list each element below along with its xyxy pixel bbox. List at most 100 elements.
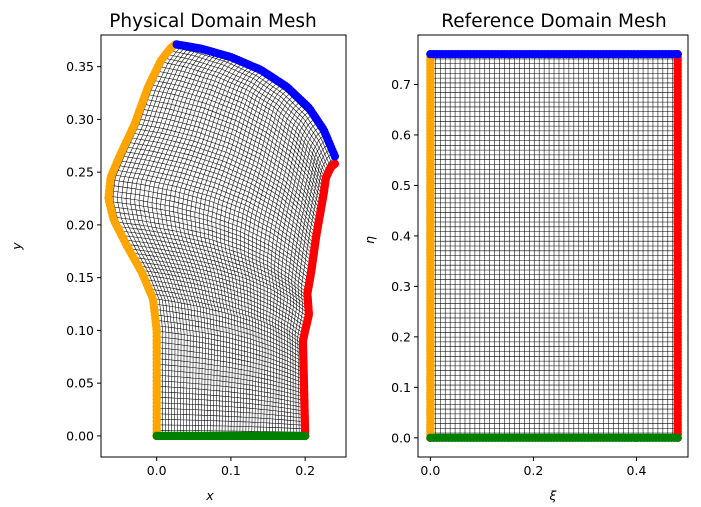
physical-mesh-xi-line [121, 150, 316, 242]
physical-mesh-xi-line [111, 174, 314, 259]
physical-mesh-xi-line [156, 424, 306, 430]
physical-mesh-xi-line [111, 211, 310, 283]
physical-boundary-points [104, 40, 340, 441]
reference-mesh-lines [430, 53, 678, 439]
physical-mesh-xi-line [150, 293, 304, 345]
reference-xlabel: ξ [549, 488, 558, 503]
physical-mesh-xi-line [110, 206, 311, 280]
physical-ytick-label: 0.30 [66, 112, 94, 127]
physical-axes-frame [100, 34, 347, 458]
physical-mesh-xi-line [119, 155, 316, 245]
physical-ytick-label: 0.20 [66, 217, 94, 232]
physical-mesh-xi-line [148, 288, 304, 342]
physical-mesh-xi-line [140, 108, 321, 211]
physical-mesh-xi-line [160, 61, 327, 177]
physical-right-boundary-point [330, 159, 340, 168]
reference-xtick-label: 0.2 [523, 463, 543, 478]
physical-mesh-xi-line [110, 179, 313, 263]
physical-xtick-label: 0.2 [295, 463, 315, 478]
physical-domain-axes: Physical Domain Mesh 0.0 0.1 0.20.000.050.… [9, 11, 347, 503]
physical-mesh-xi-line [128, 248, 309, 311]
physical-mesh-lines [108, 44, 336, 437]
reference-ytick-label: 0.3 [391, 279, 411, 294]
physical-mesh-xi-line [141, 103, 322, 208]
physical-mesh-xi-line [156, 413, 305, 423]
physical-mesh-xi-line [128, 137, 318, 232]
physical-bottom-boundary-point [300, 431, 310, 441]
physical-mesh-xi-line [133, 257, 309, 318]
physical-mesh-xi-line [108, 195, 312, 273]
physical-mesh-xi-line [143, 98, 323, 204]
reference-boundary-points [426, 49, 682, 443]
physical-mesh-xi-line [153, 75, 325, 187]
physical-mesh-xi-line [156, 396, 305, 412]
physical-xlabel: x [205, 488, 214, 503]
physical-mesh-xi-line [117, 160, 315, 249]
physical-mesh-xi-line [130, 252, 309, 315]
physical-ylabel: y [9, 242, 24, 251]
reference-ytick-label: 0.4 [391, 228, 411, 243]
reference-ytick-label: 0.1 [391, 380, 411, 395]
reference-top-boundary-point [673, 49, 682, 59]
physical-ytick-label: 0.10 [66, 323, 94, 338]
physical-mesh-xi-line [132, 127, 319, 225]
reference-ylabel: η [362, 236, 377, 244]
physical-mesh-xi-line [156, 347, 304, 380]
reference-ytick-label: 0.0 [391, 430, 411, 445]
reference-xtick-label: 0.0 [420, 463, 440, 478]
physical-mesh-plot [104, 40, 340, 441]
physical-mesh-xi-line [134, 123, 320, 221]
physical-mesh-xi-line [109, 201, 311, 277]
reference-bottom-boundary-point [673, 433, 682, 443]
physical-xtick-label: 0.1 [221, 463, 241, 478]
physical-domain-title: Physical Domain Mesh [109, 11, 317, 32]
physical-mesh-xi-line [154, 308, 304, 356]
physical-mesh-xi-line [156, 330, 304, 370]
physical-ticks: 0.0 0.1 0.2 0.00 0.05 0.10 0.15 0.20 0.25 0.30 0.3… [66, 59, 315, 478]
physical-top-boundary-point [330, 152, 340, 161]
physical-mesh-xi-line [146, 283, 304, 338]
physical-mesh-xi-line [156, 352, 305, 384]
physical-mesh-xi-line [155, 70, 326, 184]
physical-mesh-xi-line [157, 66, 326, 180]
physical-mesh-xi-line [156, 325, 304, 366]
physical-mesh-xi-line [113, 169, 314, 256]
physical-mesh-xi-line [156, 419, 305, 426]
physical-mesh-xi-line [153, 303, 304, 352]
physical-mesh-xi-line [138, 113, 321, 214]
physical-mesh-xi-line [162, 57, 329, 174]
physical-mesh-xi-line [156, 341, 304, 377]
physical-ytick-label: 0.25 [66, 165, 94, 180]
physical-mesh-xi-line [123, 239, 309, 304]
reference-domain-axes: Reference Domain Mesh 0.0 0.2 0.4 0.0 0.1 0.2… [362, 11, 689, 503]
physical-mesh-xi-line [171, 46, 333, 166]
reference-ticks: 0.0 0.2 0.4 0.0 0.1 0.2 0.3 0.4 0.5 0.6 0.7 [391, 77, 646, 478]
reference-axes-frame [417, 34, 689, 458]
physical-mesh-xi-line [121, 235, 309, 301]
physical-mesh-xi-line [156, 391, 305, 408]
physical-mesh-xi-line [124, 146, 317, 238]
physical-mesh-xi-line [145, 93, 323, 201]
physical-mesh-xi-line [156, 369, 305, 394]
physical-mesh-xi-line [136, 118, 320, 218]
reference-xtick-label: 0.4 [627, 463, 647, 478]
reference-domain-title: Reference Domain Mesh [441, 11, 666, 32]
physical-mesh-xi-line [165, 53, 330, 171]
physical-mesh-xi-line [126, 244, 309, 308]
physical-mesh-xi-line [140, 269, 307, 328]
physical-mesh-xi-line [156, 402, 305, 416]
physical-mesh-xi-line [115, 164, 315, 252]
physical-mesh-eta-line [251, 100, 296, 436]
physical-mesh-xi-line [152, 298, 304, 349]
reference-ytick-label: 0.7 [391, 77, 411, 92]
physical-mesh-xi-line [130, 132, 318, 228]
physical-mesh-xi-line [156, 408, 305, 419]
physical-mesh-xi-line [156, 374, 305, 398]
physical-mesh-xi-line [151, 79, 325, 191]
reference-ytick-label: 0.5 [391, 178, 411, 193]
physical-mesh-xi-line [119, 230, 308, 297]
physical-mesh-xi-line [117, 226, 308, 294]
physical-ytick-label: 0.15 [66, 270, 94, 285]
physical-mesh-xi-line [126, 141, 317, 235]
